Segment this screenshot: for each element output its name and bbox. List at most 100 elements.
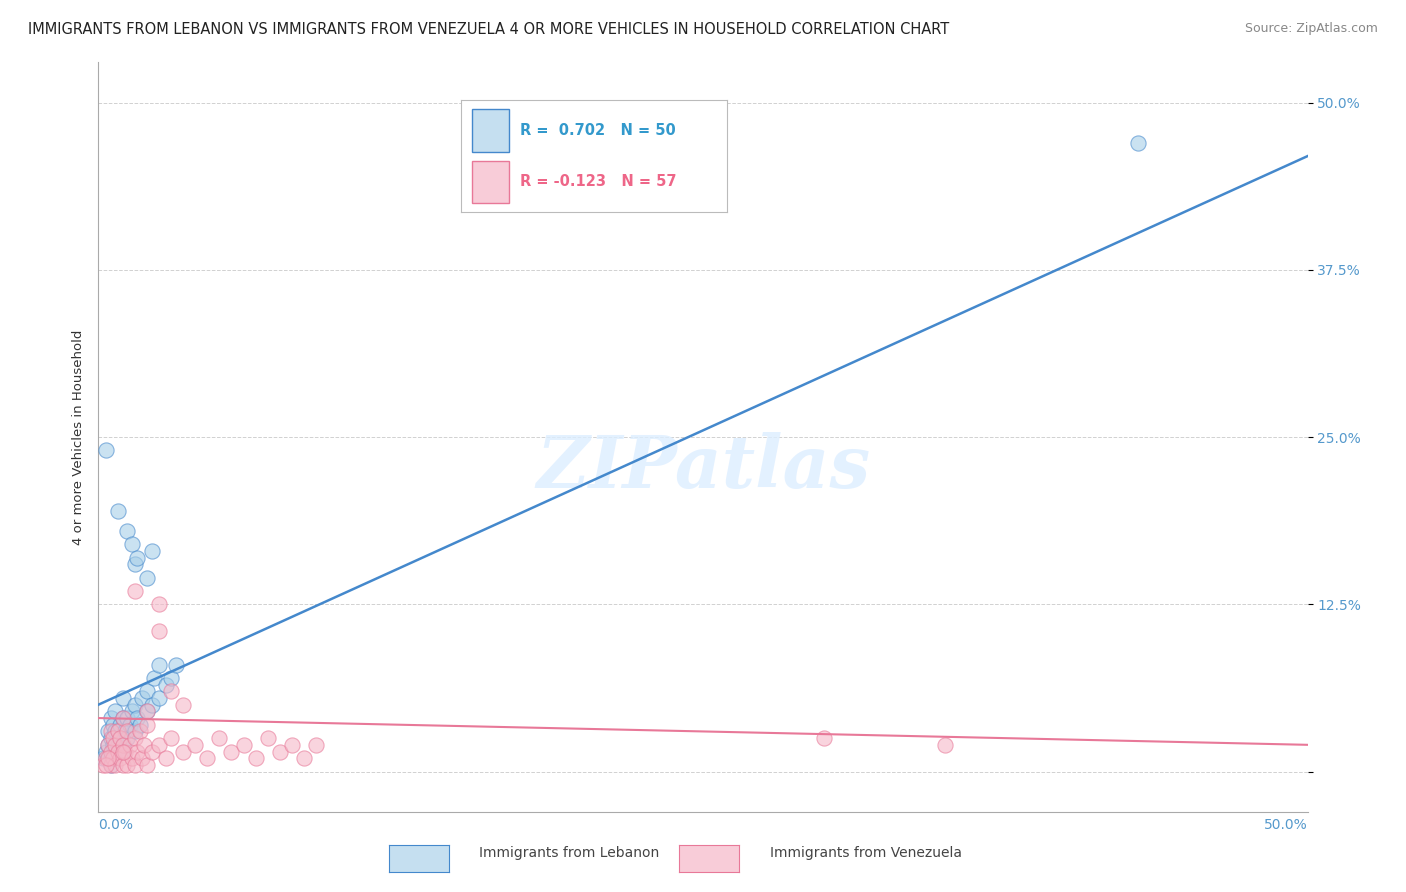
Point: [934, 738, 956, 752]
Point: [117, 524, 139, 538]
Point: [108, 751, 131, 765]
Point: [108, 731, 131, 746]
Y-axis label: 4 or more Vehicles in Household: 4 or more Vehicles in Household: [72, 329, 84, 545]
Point: [141, 744, 163, 758]
Point: [91, 758, 114, 772]
Point: [108, 717, 131, 731]
Text: Immigrants from Lebanon: Immigrants from Lebanon: [479, 846, 659, 860]
Point: [1128, 136, 1150, 150]
Point: [121, 537, 143, 551]
Point: [124, 731, 146, 746]
Point: [135, 684, 157, 698]
Point: [111, 711, 134, 725]
Point: [111, 744, 134, 758]
Point: [184, 738, 207, 752]
Point: [127, 550, 149, 565]
Point: [155, 678, 177, 692]
Point: [124, 583, 146, 598]
Point: [111, 738, 134, 752]
Point: [160, 671, 183, 685]
Point: [148, 657, 170, 672]
Point: [97, 738, 120, 752]
Point: [148, 738, 170, 752]
Point: [100, 744, 122, 758]
Point: [141, 543, 163, 558]
Point: [94, 751, 117, 765]
Text: 50.0%: 50.0%: [1264, 819, 1308, 832]
Point: [117, 711, 139, 725]
Point: [195, 751, 218, 765]
Point: [100, 731, 122, 746]
Point: [117, 731, 139, 746]
Point: [100, 711, 122, 725]
Point: [143, 671, 166, 685]
Point: [101, 751, 124, 765]
Point: [107, 738, 129, 752]
Point: [124, 758, 146, 772]
Point: [107, 744, 129, 758]
Text: Immigrants from Venezuela: Immigrants from Venezuela: [769, 846, 962, 860]
Point: [124, 698, 146, 712]
Point: [104, 705, 127, 719]
Point: [104, 738, 127, 752]
Point: [117, 724, 139, 739]
Point: [111, 711, 134, 725]
Point: [135, 705, 157, 719]
Point: [124, 724, 146, 739]
Point: [117, 758, 139, 772]
Point: [160, 731, 183, 746]
Point: [131, 751, 153, 765]
Point: [111, 744, 134, 758]
Point: [121, 751, 143, 765]
Point: [232, 738, 254, 752]
Point: [172, 744, 194, 758]
Point: [91, 751, 114, 765]
Point: [111, 690, 134, 705]
Point: [256, 731, 278, 746]
Point: [245, 751, 267, 765]
Point: [269, 744, 291, 758]
Point: [148, 598, 170, 612]
Point: [135, 717, 157, 731]
Text: ZIPatlas: ZIPatlas: [536, 432, 870, 502]
Text: Source: ZipAtlas.com: Source: ZipAtlas.com: [1244, 22, 1378, 36]
Point: [118, 717, 141, 731]
Point: [114, 744, 136, 758]
Point: [100, 724, 122, 739]
Point: [155, 751, 177, 765]
Point: [107, 724, 129, 739]
Point: [104, 744, 127, 758]
Point: [100, 758, 122, 772]
Point: [292, 751, 315, 765]
Point: [101, 717, 124, 731]
Point: [101, 731, 124, 746]
Point: [221, 744, 243, 758]
Point: [100, 751, 122, 765]
Point: [94, 443, 117, 458]
Point: [172, 698, 194, 712]
Point: [101, 738, 124, 752]
Text: 0.0%: 0.0%: [98, 819, 134, 832]
Point: [114, 724, 136, 739]
Point: [127, 744, 149, 758]
Point: [148, 690, 170, 705]
Point: [135, 758, 157, 772]
Point: [94, 758, 117, 772]
Point: [148, 624, 170, 639]
Point: [97, 738, 120, 752]
Point: [100, 758, 122, 772]
Point: [101, 751, 124, 765]
Point: [107, 503, 129, 517]
Point: [118, 738, 141, 752]
Point: [135, 705, 157, 719]
Point: [97, 751, 120, 765]
Point: [135, 571, 157, 585]
Point: [124, 557, 146, 572]
Point: [131, 690, 153, 705]
Point: [134, 738, 156, 752]
Point: [104, 724, 127, 739]
Point: [94, 744, 117, 758]
Point: [107, 724, 129, 739]
Point: [111, 758, 134, 772]
Point: [128, 717, 150, 731]
